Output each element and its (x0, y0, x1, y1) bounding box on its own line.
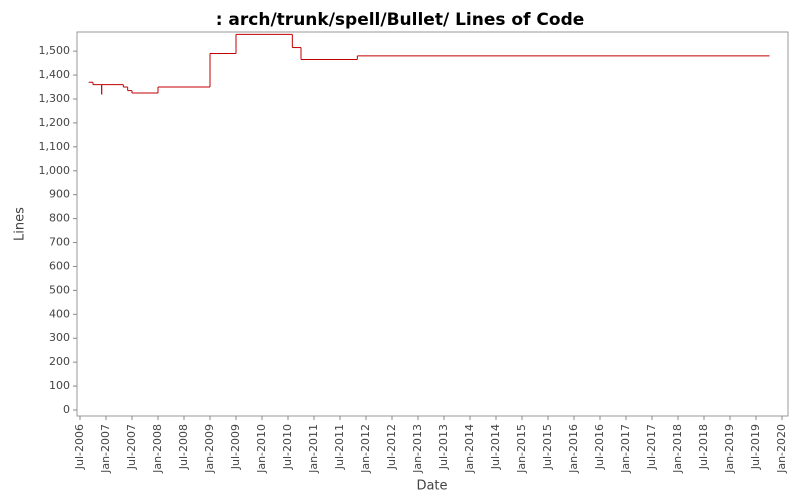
chart-title: : arch/trunk/spell/Bullet/ Lines of Code (216, 10, 585, 30)
x-tick-label: Jan-2009 (203, 424, 216, 474)
y-tick-label: 1,100 (39, 140, 71, 153)
y-tick-label: 1,400 (39, 68, 71, 81)
x-tick-label: Jan-2011 (307, 424, 320, 474)
y-tick-label: 1,000 (39, 164, 71, 177)
y-tick-label: 1,300 (39, 92, 71, 105)
x-tick-label: Jul-2007 (125, 424, 138, 470)
x-tick-label: Jan-2019 (723, 424, 736, 474)
x-tick-label: Jan-2015 (515, 424, 528, 474)
y-tick-label: 0 (63, 403, 70, 416)
x-tick-label: Jul-2019 (749, 424, 762, 470)
y-tick-label: 400 (49, 307, 70, 320)
x-tick-label: Jul-2015 (541, 424, 554, 470)
x-tick-label: Jul-2010 (281, 424, 294, 470)
x-tick-label: Jul-2009 (229, 424, 242, 470)
y-tick-label: 300 (49, 331, 70, 344)
x-tick-label: Jul-2008 (177, 424, 190, 470)
y-tick-label: 900 (49, 188, 70, 201)
x-tick-label: Jan-2008 (151, 424, 164, 474)
y-tick-label: 100 (49, 379, 70, 392)
plot-area (76, 31, 789, 417)
x-tick-label: Jul-2012 (385, 424, 398, 470)
x-tick-label: Jul-2014 (489, 424, 502, 470)
y-tick-label: 1,200 (39, 116, 71, 129)
x-tick-label: Jan-2012 (359, 424, 372, 474)
y-tick-label: 500 (49, 283, 70, 296)
x-tick-label: Jan-2007 (99, 424, 112, 474)
x-tick-label: Jul-2013 (437, 424, 450, 470)
y-tick-label: 200 (49, 355, 70, 368)
x-tick-label: Jul-2018 (697, 424, 710, 470)
x-axis-label: Date (416, 479, 447, 494)
x-tick-label: Jul-2016 (593, 424, 606, 470)
x-tick-label: Jan-2014 (463, 424, 476, 474)
x-tick-label: Jan-2020 (775, 424, 788, 474)
y-axis-label: Lines (13, 207, 28, 241)
x-tick-label: Jan-2017 (619, 424, 632, 474)
y-tick-label: 600 (49, 259, 70, 272)
x-tick-label: Jul-2017 (645, 424, 658, 470)
x-tick-label: Jan-2013 (411, 424, 424, 474)
x-tick-label: Jul-2011 (333, 424, 346, 470)
y-tick-label: 800 (49, 212, 70, 225)
x-tick-label: Jan-2010 (255, 424, 268, 474)
y-tick-label: 700 (49, 236, 70, 249)
x-tick-label: Jan-2018 (671, 424, 684, 474)
y-tick-label: 1,500 (39, 44, 71, 57)
x-tick-label: Jul-2006 (73, 424, 86, 470)
x-tick-label: Jan-2016 (567, 424, 580, 474)
